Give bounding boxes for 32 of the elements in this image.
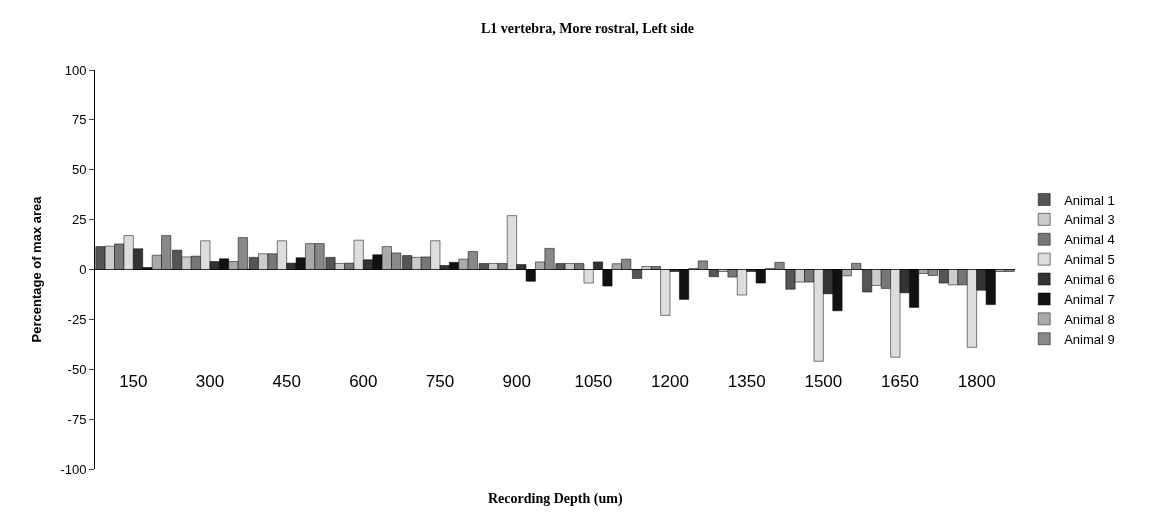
x-tick-label: 150 — [119, 372, 148, 392]
y-tick-label: 0 — [79, 262, 87, 278]
y-tick-label: 25 — [71, 212, 87, 228]
y-tick-label: 100 — [64, 62, 87, 78]
y-tick-label: -50 — [67, 361, 87, 377]
x-tick-label: 750 — [425, 372, 455, 392]
y-tick-label: -75 — [67, 411, 87, 427]
x-tick-label: 1050 — [574, 372, 613, 392]
x-tick-label: 1800 — [957, 372, 996, 392]
chart-title: L1 vertebra, More rostral, Left side — [481, 21, 694, 37]
y-tick-label: -25 — [67, 311, 87, 327]
legend-label: Animal 6 — [1064, 272, 1115, 288]
x-tick-label: 300 — [195, 372, 225, 392]
y-tick-label: -100 — [60, 461, 87, 477]
legend-label: Animal 5 — [1064, 252, 1115, 268]
x-tick-label: 1650 — [881, 372, 919, 392]
x-tick-label: 1500 — [804, 372, 843, 392]
y-tick-label: 75 — [71, 112, 87, 128]
legend-label: Animal 3 — [1064, 212, 1115, 228]
legend-label: Animal 8 — [1064, 311, 1115, 327]
legend-label: Animal 4 — [1064, 232, 1115, 248]
legend-label: Animal 7 — [1064, 292, 1115, 308]
x-axis-title: Recording Depth (um) — [488, 491, 623, 507]
legend-label: Animal 9 — [1064, 331, 1115, 347]
x-tick-label: 1200 — [651, 372, 689, 392]
x-tick-label: 900 — [502, 372, 531, 392]
x-tick-label: 450 — [272, 372, 301, 392]
y-tick-label: 50 — [71, 162, 87, 178]
y-axis-title: Percentage of max area — [29, 195, 45, 343]
x-tick-label: 600 — [349, 372, 378, 392]
legend-label: Animal 1 — [1064, 192, 1115, 208]
x-tick-label: 1350 — [727, 372, 766, 392]
